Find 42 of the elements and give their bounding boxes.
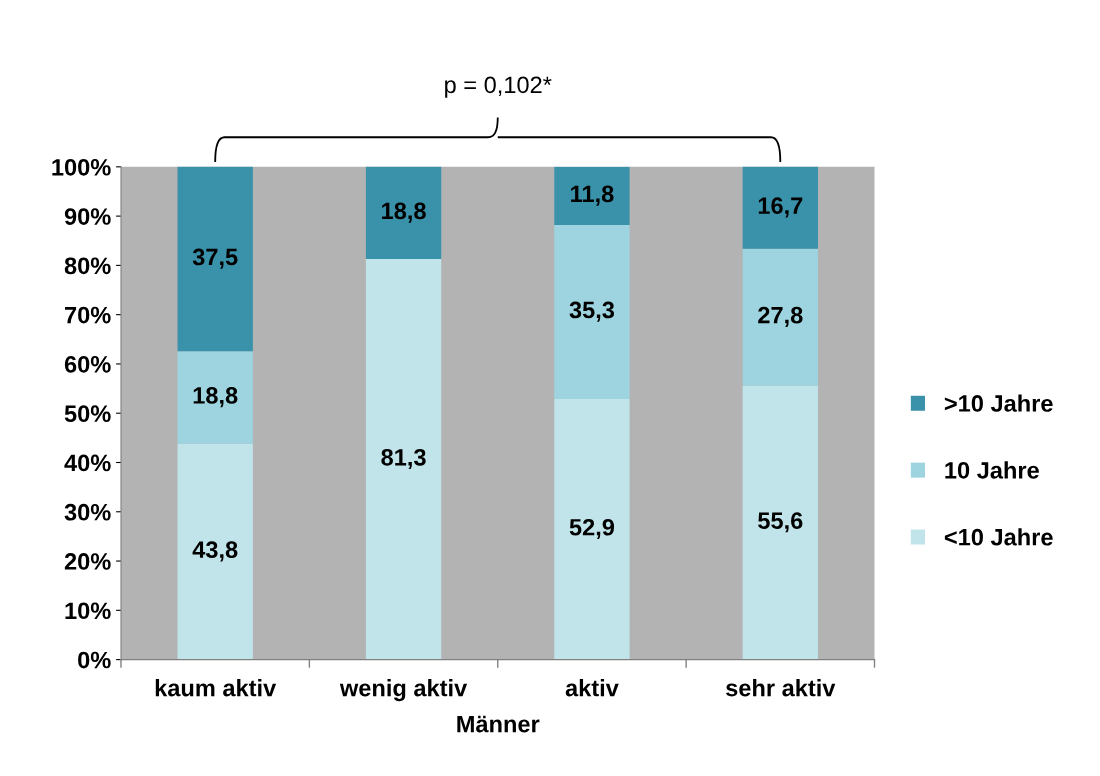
y-tick-label: 50% bbox=[64, 405, 111, 423]
y-tick-label: 90% bbox=[64, 208, 111, 225]
data-label: 37,5 bbox=[192, 248, 238, 269]
bar bbox=[554, 398, 630, 660]
x-tick-label: wenig aktiv bbox=[339, 679, 468, 702]
x-axis-title: Männer bbox=[457, 715, 540, 733]
text: p = 0,102* bbox=[445, 76, 552, 98]
legend-label: 10 Jahre bbox=[945, 461, 1039, 479]
data-label: 81,3 bbox=[381, 448, 426, 470]
data-label: 18,8 bbox=[382, 202, 426, 223]
bar bbox=[177, 166, 253, 352]
data-label: 27,8 bbox=[758, 306, 803, 327]
y-tick-label: 100% bbox=[52, 158, 111, 176]
y-tick-label: 40% bbox=[64, 454, 111, 472]
data-label: 16,7 bbox=[758, 197, 803, 218]
y-tick-label: 60% bbox=[64, 356, 111, 373]
legend-label: >10 Jahre bbox=[944, 394, 1053, 412]
bar bbox=[554, 166, 630, 225]
bar bbox=[742, 248, 818, 386]
y-tick-label: 10% bbox=[65, 602, 111, 620]
legend-label: <10 Jahre bbox=[944, 528, 1053, 546]
data-label: 11,8 bbox=[571, 185, 614, 206]
bar bbox=[177, 443, 253, 660]
data-label: 35,3 bbox=[569, 301, 615, 322]
x-tick-label: sehr aktiv bbox=[726, 679, 836, 697]
bar bbox=[742, 166, 818, 249]
y-tick-label: 30% bbox=[64, 503, 111, 521]
y-tick-label: 0% bbox=[78, 651, 111, 669]
data-label: 55,6 bbox=[758, 512, 803, 533]
y-tick-label: 80% bbox=[64, 257, 111, 275]
data-label: 52,9 bbox=[569, 518, 615, 540]
bar bbox=[554, 224, 630, 399]
y-tick-label: 70% bbox=[65, 306, 111, 324]
bar bbox=[742, 385, 818, 660]
bar bbox=[365, 258, 442, 660]
x-tick-label: aktiv bbox=[565, 679, 619, 697]
bar bbox=[177, 351, 253, 444]
data-label: 43,8 bbox=[192, 541, 238, 562]
bar bbox=[365, 166, 442, 259]
x-tick-label: kaum aktiv bbox=[155, 679, 277, 697]
data-label: 18,8 bbox=[193, 387, 238, 408]
y-tick-label: 20% bbox=[64, 553, 111, 570]
